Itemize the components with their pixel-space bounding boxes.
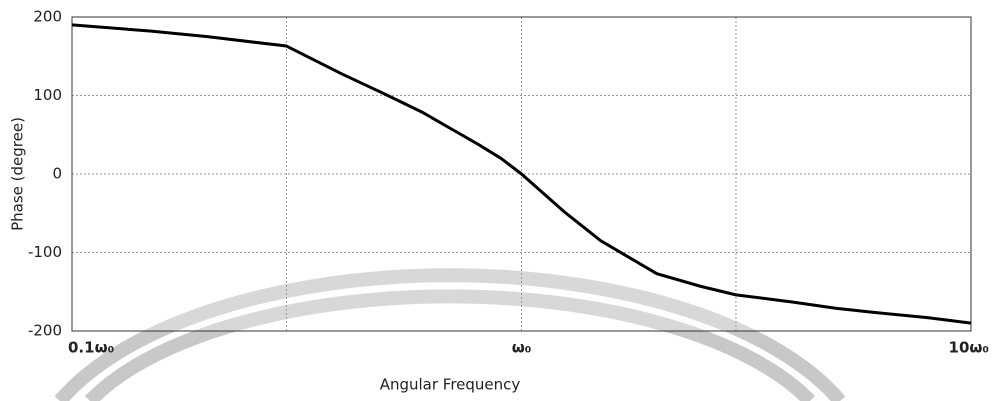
x-tick-label: 0.1ω₀ bbox=[68, 339, 114, 357]
chart: Angular Frequency Phase (degree) -200 -10… bbox=[0, 0, 993, 401]
y-tick-label: 200 bbox=[33, 8, 62, 26]
x-tick-label: ω₀ bbox=[512, 339, 532, 357]
y-tick-label: -100 bbox=[28, 243, 62, 261]
x-axis-label: Angular Frequency bbox=[380, 376, 521, 394]
y-tick-label: 100 bbox=[33, 86, 62, 104]
y-axis-label: Phase (degree) bbox=[9, 117, 27, 231]
x-tick-label: 10ω₀ bbox=[949, 339, 989, 357]
y-tick-label: -200 bbox=[28, 322, 62, 340]
y-tick-label: 0 bbox=[52, 165, 62, 183]
